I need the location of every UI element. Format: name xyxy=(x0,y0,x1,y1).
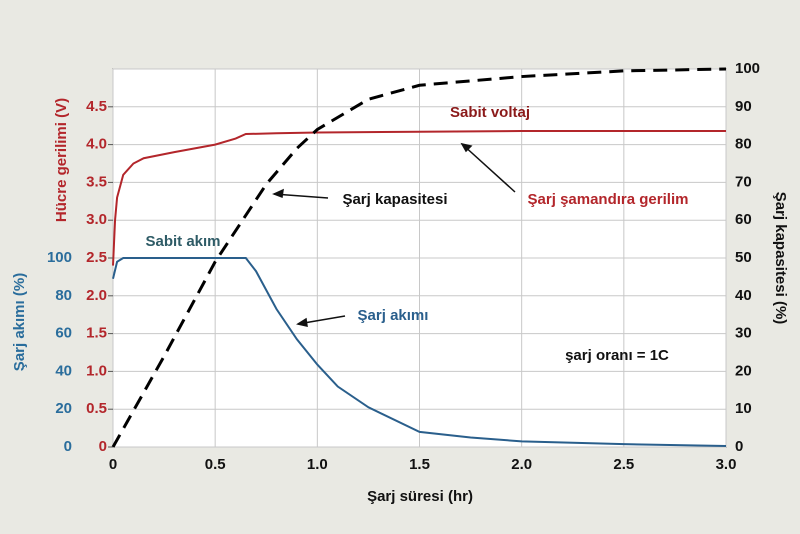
y3-tick-label: 40 xyxy=(55,362,72,379)
annotation: Sabit voltaj xyxy=(450,104,530,121)
annotation: şarj oranı = 1C xyxy=(565,347,669,364)
annotation: Şarj kapasitesi xyxy=(342,191,447,208)
y2-tick-label: 100 xyxy=(735,60,760,77)
y2-tick-label: 40 xyxy=(735,287,752,304)
arrows xyxy=(272,142,516,327)
y2-tick-label: 50 xyxy=(735,249,752,266)
x-tick-label: 0 xyxy=(109,456,117,473)
y-tick-label: 4.0 xyxy=(86,136,107,153)
y3-tick-label: 80 xyxy=(55,287,72,304)
x-tick-label: 0.5 xyxy=(205,456,226,473)
x-tick-label: 1.0 xyxy=(307,456,328,473)
y2-tick-label: 30 xyxy=(735,325,752,342)
annotation: Şarj akımı xyxy=(358,307,429,324)
y-tick-label: 3.5 xyxy=(86,173,107,190)
y2-tick-label: 80 xyxy=(735,136,752,153)
x-tick-label: 1.5 xyxy=(409,456,430,473)
lines xyxy=(111,67,727,448)
x-tick-label: 2.5 xyxy=(613,456,634,473)
y-tick-label: 3.0 xyxy=(86,211,107,228)
y-tick-label: 0.5 xyxy=(86,400,107,417)
y2-tick-label: 0 xyxy=(735,438,743,455)
annotation: Sabit akım xyxy=(145,233,220,250)
y-tick-label: 4.5 xyxy=(86,98,107,115)
y-tick-label: 1.5 xyxy=(86,325,107,342)
arrow-head xyxy=(460,142,473,153)
y3-tick-label: 20 xyxy=(55,400,72,417)
x-tick-label: 2.0 xyxy=(511,456,532,473)
y-tick-label: 2.5 xyxy=(86,249,107,266)
arrow xyxy=(461,143,516,193)
series-line xyxy=(111,67,727,448)
series-line xyxy=(112,257,727,448)
y3-tick-label: 60 xyxy=(55,325,72,342)
y3-tick-label: 0 xyxy=(64,438,72,455)
y3-axis-title: Şarj akımı (%) xyxy=(11,273,28,371)
grid xyxy=(112,68,727,448)
y-axis-title: Hücre gerilimi (V) xyxy=(53,98,70,222)
annotation: Şarj şamandıra gerilim xyxy=(528,191,689,208)
x-tick-label: 3.0 xyxy=(716,456,737,473)
y3-tick-label: 100 xyxy=(47,249,72,266)
y-tick-label: 0 xyxy=(99,438,107,455)
y2-tick-label: 70 xyxy=(735,173,752,190)
y-tick-label: 2.0 xyxy=(86,287,107,304)
y2-tick-label: 20 xyxy=(735,362,752,379)
y2-tick-label: 10 xyxy=(735,400,752,417)
y2-axis-title: Şarj kapasitesi (%) xyxy=(772,192,789,325)
y2-tick-label: 90 xyxy=(735,98,752,115)
series-line xyxy=(112,129,726,266)
y-tick-label: 1.0 xyxy=(86,362,107,379)
arrow-head xyxy=(296,317,308,327)
arrow-head xyxy=(272,188,284,199)
x-axis-title: Şarj süresi (hr) xyxy=(367,488,473,505)
y2-tick-label: 60 xyxy=(735,211,752,228)
